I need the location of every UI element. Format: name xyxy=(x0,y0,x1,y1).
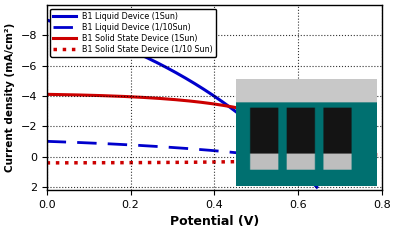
X-axis label: Potential (V): Potential (V) xyxy=(170,215,259,228)
Y-axis label: Current density (mA/cm²): Current density (mA/cm²) xyxy=(5,23,15,172)
Legend: B1 Liquid Device (1Sun), B1 Liquid Device (1/10Sun), B1 Solid State Device (1Sun: B1 Liquid Device (1Sun), B1 Liquid Devic… xyxy=(50,9,216,57)
